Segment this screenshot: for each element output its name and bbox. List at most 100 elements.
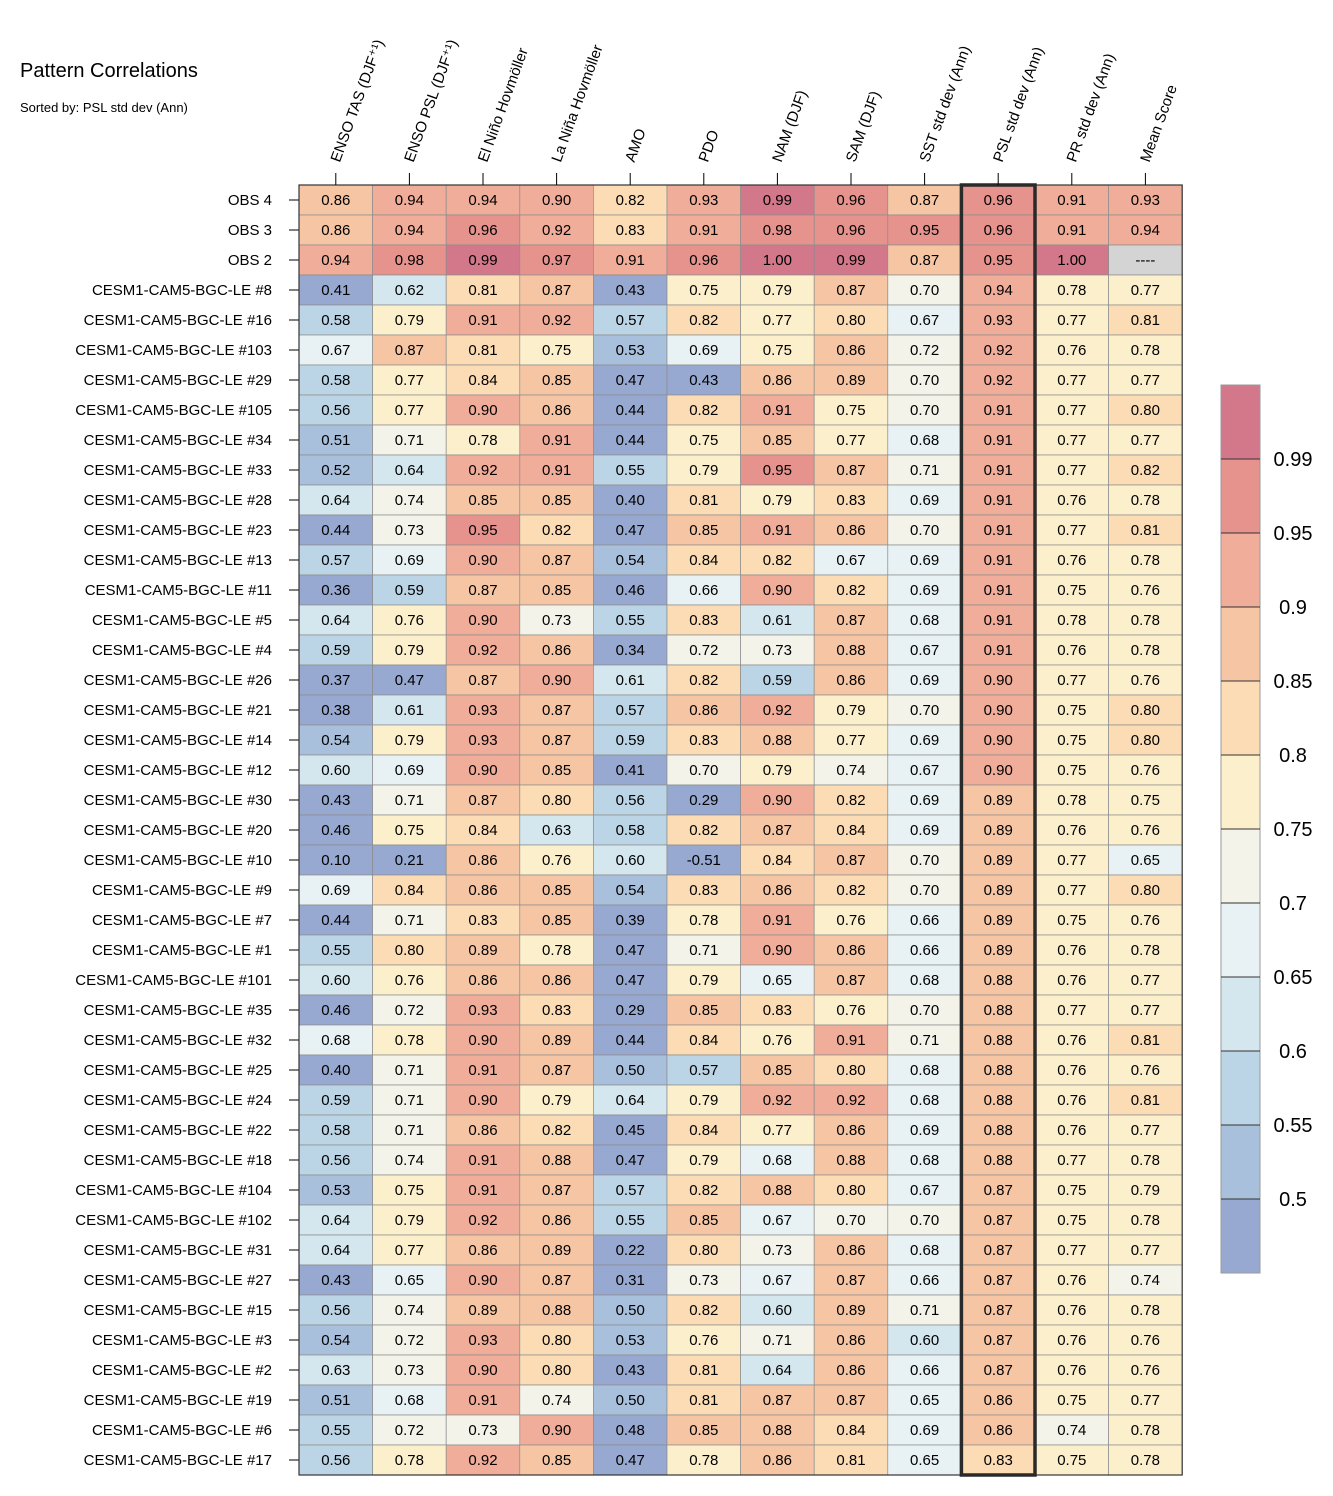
cell-value-label: 0.92 [763,702,792,719]
cell-value-label: 0.54 [321,1332,350,1349]
cell-value-label: 0.50 [616,1302,645,1319]
cell-value-label: 0.91 [468,1062,497,1079]
cell-value-label: 0.75 [836,402,865,419]
heatmap-cell [887,454,962,486]
cell-value-label: 0.76 [1057,1332,1086,1349]
cell-value-label: 0.56 [321,1302,350,1319]
cell-value-label: 0.90 [763,942,792,959]
row-label: CESM1-CAM5-BGC-LE #10 [84,852,272,869]
cell-value-label: 0.60 [321,762,350,779]
heatmap-cell [666,214,741,246]
cell-value-label: 0.77 [1057,402,1086,419]
cell-value-label: ---- [1135,252,1155,269]
heatmap-cell [372,424,447,456]
heatmap-cell [740,514,815,546]
heatmap-cell [813,214,889,246]
cell-value-label: 0.67 [910,642,939,659]
heatmap-cell [740,724,815,756]
cell-value-label: 0.80 [836,312,865,329]
heatmap-cell [298,1294,373,1326]
cell-value-label: 0.84 [689,1032,718,1049]
heatmap-cell [593,214,668,246]
heatmap-cell [298,934,373,966]
cell-value-label: 0.77 [1057,312,1086,329]
heatmap-cell [298,754,373,786]
cell-value-label: 0.78 [542,942,571,959]
cell-value-label: 0.73 [468,1422,497,1439]
cell-value-label: 0.47 [616,1452,645,1469]
heatmap-cell [445,1384,521,1416]
cell-value-label: 0.40 [616,492,645,509]
cell-value-label: 0.67 [763,1272,792,1289]
cell-value-label: 0.78 [468,432,497,449]
cell-value-label: 0.85 [689,1422,718,1439]
heatmap-cell [887,634,962,666]
cell-value-label: 0.86 [763,372,792,389]
cell-value-label: 0.76 [1131,762,1160,779]
heatmap-cell [961,214,1036,246]
heatmap-cell [298,484,373,516]
heatmap-cell [593,274,668,306]
cell-value-label: 0.86 [836,942,865,959]
heatmap-cell [813,1024,889,1056]
cell-value-label: 1.00 [1057,252,1086,269]
cell-value-label: 0.41 [616,762,645,779]
cell-value-label: 0.76 [1131,1362,1160,1379]
cell-value-label: 0.96 [984,192,1013,209]
cell-value-label: 0.87 [984,1242,1013,1259]
heatmap-cell [740,814,815,846]
cell-value-label: 0.78 [1131,492,1160,509]
heatmap-cell [372,664,447,696]
cell-value-label: 0.80 [1131,732,1160,749]
cell-value-label: 0.78 [1131,1302,1160,1319]
cell-value-label: 0.68 [910,1092,939,1109]
heatmap-cell [593,1024,668,1056]
cell-value-label: 0.87 [542,1182,571,1199]
cell-value-label: 0.78 [1131,612,1160,629]
heatmap-cell [666,1444,741,1476]
heatmap-cell [372,484,447,516]
cell-value-label: 0.88 [542,1302,571,1319]
cell-value-label: 0.82 [689,822,718,839]
column-label: PSL std dev (Ann) [990,45,1047,165]
cell-value-label: 0.78 [1131,1422,1160,1439]
heatmap-cell [298,1174,373,1206]
cell-value-label: 0.69 [910,492,939,509]
heatmap-cell [519,1234,594,1266]
cell-value-label: 0.88 [984,1002,1013,1019]
cell-value-label: 0.68 [763,1152,792,1169]
cell-value-label: 0.70 [910,522,939,539]
cell-value-label: 0.78 [689,912,718,929]
heatmap-cell [519,484,594,516]
cell-value-label: 0.80 [542,1332,571,1349]
cell-value-label: 0.67 [910,312,939,329]
cell-value-label: 0.69 [910,582,939,599]
colorbar-tick-label: 0.75 [1274,819,1313,841]
cell-value-label: 0.85 [689,1212,718,1229]
heatmap-cell [740,1414,815,1446]
heatmap-cell [593,244,668,276]
cell-value-label: 0.69 [910,672,939,689]
heatmap-cell [593,484,668,516]
row-label: CESM1-CAM5-BGC-LE #27 [84,1272,272,1289]
row-label: CESM1-CAM5-BGC-LE #105 [75,402,272,419]
heatmap-cell [1108,1324,1183,1356]
colorbar-segment [1221,681,1260,755]
cell-value-label: 0.90 [984,762,1013,779]
cell-value-label: 0.80 [689,1242,718,1259]
cell-value-label: 0.73 [395,1362,424,1379]
heatmap-cell [666,544,741,576]
cell-value-label: 0.80 [395,942,424,959]
heatmap-cell [813,1414,889,1446]
cell-value-label: 0.55 [616,1212,645,1229]
column-label: Mean Score [1137,83,1181,165]
cell-value-label: 0.57 [616,1182,645,1199]
heatmap-cell [519,994,594,1026]
cell-value-label: 0.44 [321,522,350,539]
cell-value-label: 0.86 [542,1212,571,1229]
heatmap-cell [445,394,521,426]
cell-value-label: 0.89 [542,1032,571,1049]
cell-value-label: 0.64 [321,1242,350,1259]
cell-value-label: 0.89 [468,1302,497,1319]
cell-value-label: 0.89 [984,822,1013,839]
